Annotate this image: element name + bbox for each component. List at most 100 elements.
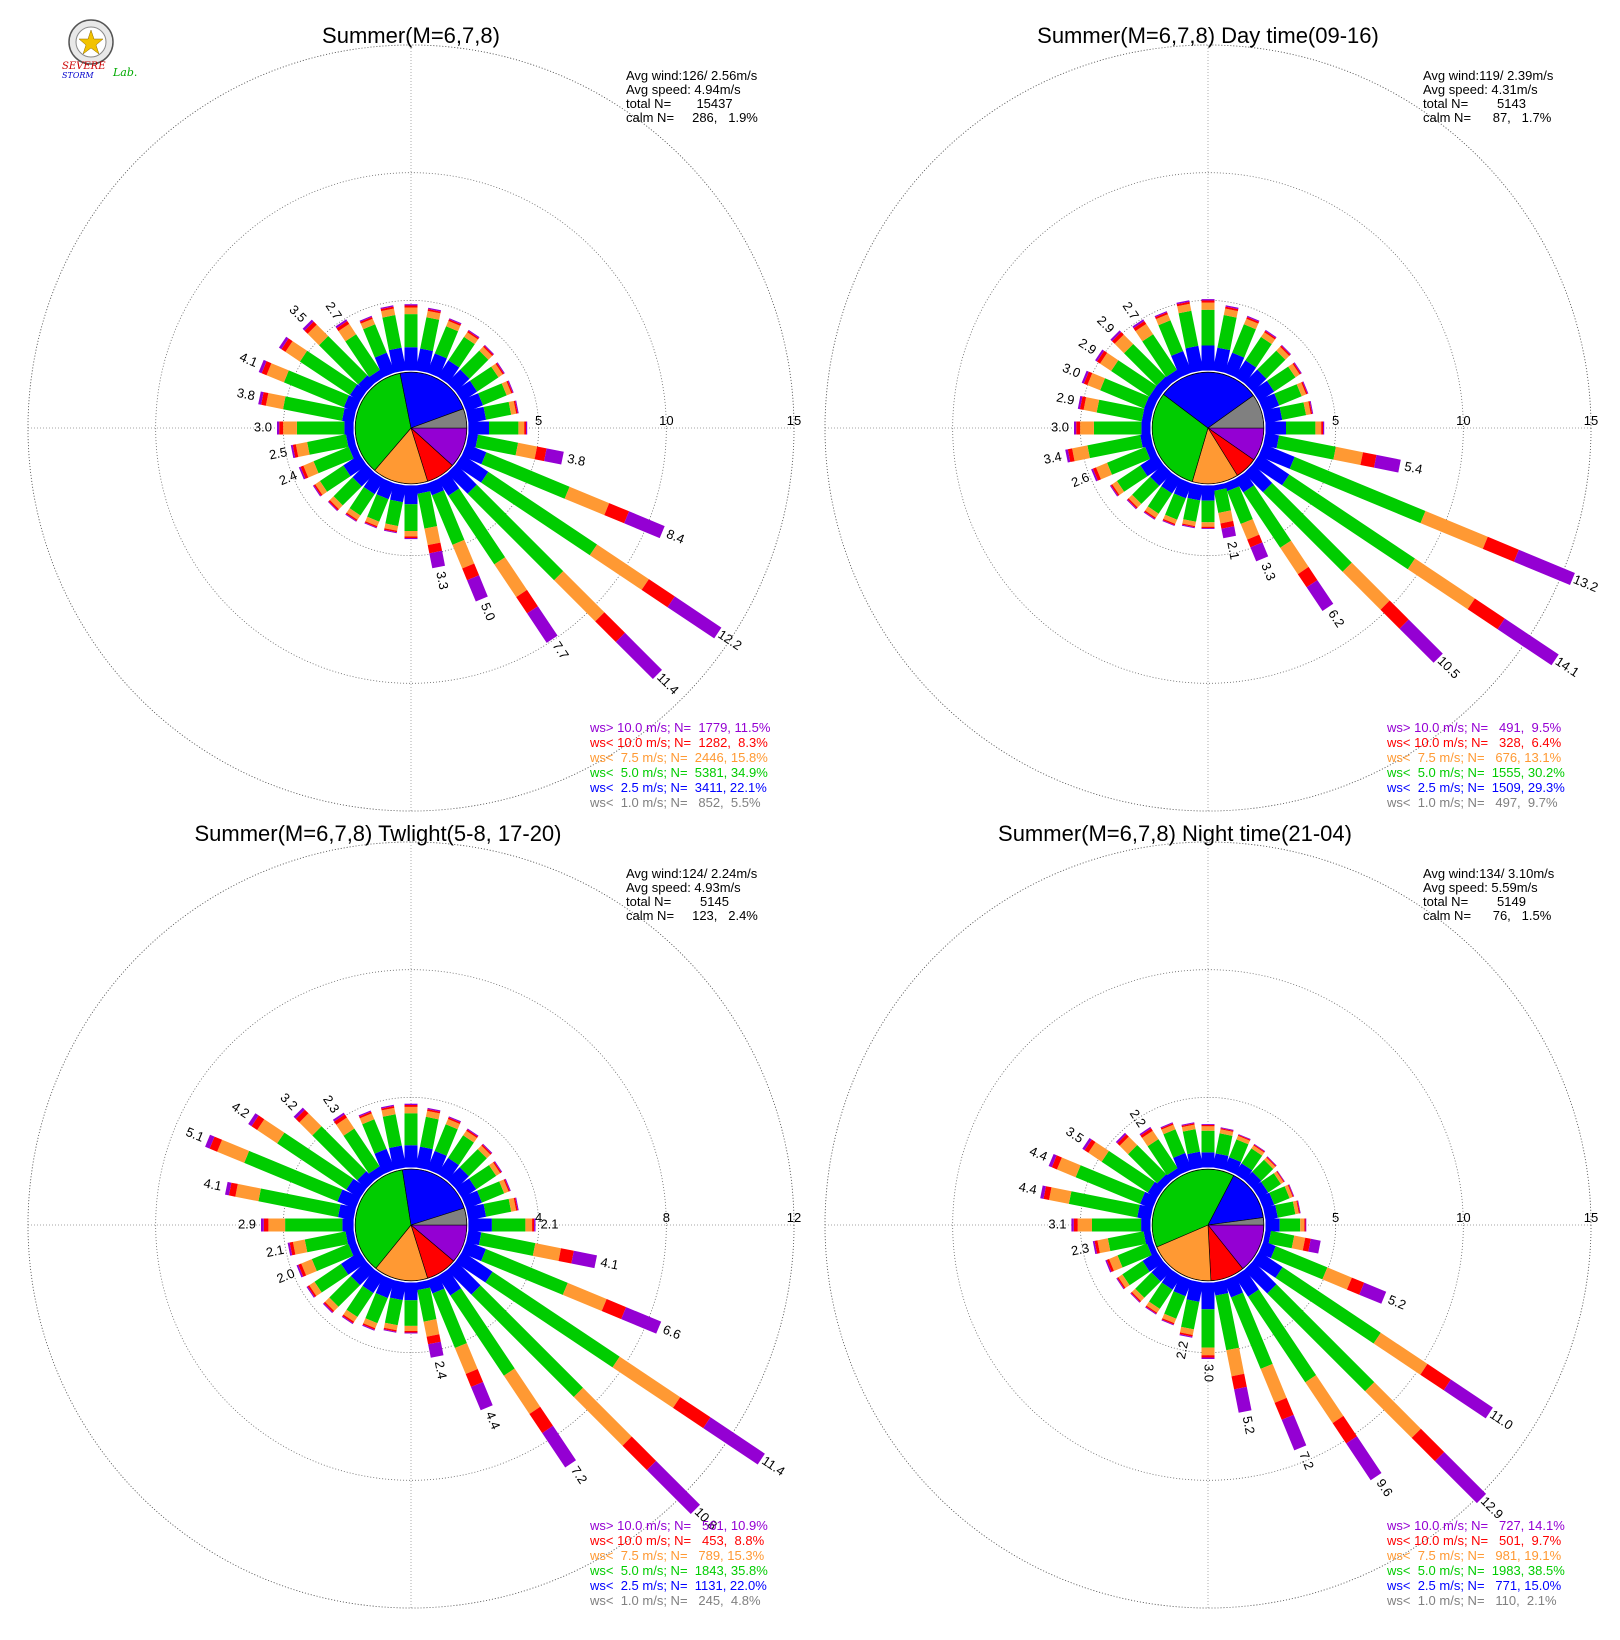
sector-bar-168.75	[415, 1280, 444, 1358]
bar-segment	[461, 1241, 486, 1262]
bar-segment	[465, 1369, 484, 1387]
sector-bar-101.25	[466, 1229, 597, 1269]
bar-segment	[1277, 1170, 1285, 1182]
sector-value-label: 3.4	[1042, 449, 1063, 467]
bar-segment	[1163, 1129, 1186, 1158]
bar-segment	[470, 366, 499, 392]
bar-segment	[1219, 1129, 1234, 1136]
legend-entry: ws< 1.0 m/s; N= 852, 5.5%	[589, 795, 761, 810]
bar-segment	[1161, 1269, 1182, 1290]
bar-segment	[304, 1231, 348, 1253]
sector-bar-112.5	[1258, 1241, 1387, 1304]
bar-segment	[455, 380, 478, 402]
sector-value-label: 3.0	[1202, 1364, 1217, 1382]
bar-segment	[463, 1130, 477, 1143]
bar-segment	[1279, 402, 1307, 420]
bar-segment	[1212, 1280, 1229, 1296]
bar-segment	[1201, 300, 1215, 303]
bar-segment	[338, 1204, 356, 1221]
sector-bar-22.5	[427, 1116, 461, 1175]
bar-segment	[404, 485, 418, 505]
bar-segment	[564, 486, 610, 516]
sector-value-label: 2.2	[1127, 1107, 1150, 1130]
bar-segment	[1074, 421, 1077, 435]
bar-segment	[434, 326, 459, 359]
bar-segment	[1482, 536, 1519, 562]
bar-segment	[1157, 1174, 1172, 1189]
bar-segment	[1244, 1261, 1277, 1294]
sector-bar-180	[404, 1282, 418, 1334]
bar-segment	[359, 315, 372, 322]
bar-segment	[1077, 1218, 1092, 1232]
bar-segment	[1265, 329, 1277, 339]
outer-ring	[824, 44, 1592, 812]
bar-segment	[277, 1132, 354, 1190]
bar-segment	[348, 444, 361, 459]
bar-segment	[285, 1218, 343, 1232]
bar-segment	[1241, 1148, 1263, 1171]
bar-segment	[1231, 1373, 1247, 1390]
bar-segment	[448, 1135, 474, 1166]
bar-segment	[1127, 498, 1138, 509]
bar-segment	[1146, 1241, 1158, 1256]
sector-bar-56.25	[1252, 1170, 1285, 1199]
bar-segment	[1156, 376, 1172, 392]
bar-segment	[1177, 303, 1192, 314]
sector-bar-225	[1130, 1261, 1172, 1303]
bar-segment	[1092, 467, 1101, 481]
bar-segment	[1308, 401, 1313, 415]
bar-segment	[1201, 500, 1215, 523]
bar-segment	[1303, 401, 1311, 416]
bar-segment	[483, 345, 494, 356]
bar-segment	[1164, 1291, 1186, 1319]
bar-segment	[1253, 1144, 1265, 1153]
bar-segment	[1163, 514, 1178, 524]
bar-segment	[1166, 369, 1182, 384]
sector-value-label: 3.0	[1060, 360, 1082, 381]
bar-segment	[1130, 1291, 1142, 1303]
sector-bar-33.75	[437, 329, 480, 384]
bar-segment	[333, 477, 362, 506]
bar-segment	[1288, 1184, 1295, 1197]
bar-segment	[477, 1181, 505, 1203]
bar-segment	[323, 1301, 335, 1313]
bar-segment	[483, 1198, 512, 1217]
sector-value-label: 3.3	[1258, 560, 1279, 582]
bar-segment	[1234, 360, 1257, 384]
pie-slice	[1151, 393, 1209, 482]
legend-entry: ws< 2.5 m/s; N= 771, 15.0%	[1386, 1578, 1562, 1593]
bar-segment	[313, 446, 354, 474]
bar-segment	[329, 496, 343, 510]
sector-bar-213.75	[345, 472, 385, 522]
stats-line: Avg speed: 4.93m/s	[626, 880, 741, 895]
radial-ring	[155, 969, 667, 1481]
bar-segment	[365, 516, 380, 527]
sector-bar-326.25	[1139, 1126, 1182, 1181]
bar-segment	[295, 1109, 309, 1123]
bar-segment	[1257, 350, 1286, 379]
legend-entry: ws< 5.0 m/s; N= 1983, 38.5%	[1386, 1563, 1565, 1578]
sector-bar-315	[1115, 1132, 1172, 1189]
bar-segment	[346, 508, 361, 520]
legend-entry: ws< 7.5 m/s; N= 789, 15.3%	[589, 1548, 765, 1563]
bar-segment	[1252, 1251, 1283, 1278]
bar-segment	[427, 309, 441, 314]
bar-segment	[447, 1261, 481, 1295]
bar-segment	[1247, 315, 1260, 322]
sector-bar-191.25	[383, 1280, 407, 1333]
sector-value-label: 4.4	[1018, 1179, 1039, 1197]
bar-segment	[1137, 1204, 1153, 1221]
stats-line: calm N= 286, 1.9%	[626, 110, 758, 125]
bar-segment	[350, 1261, 375, 1286]
bar-segment	[382, 1114, 402, 1148]
bar-segment	[503, 1368, 541, 1414]
bar-segment	[1140, 1128, 1153, 1138]
bar-segment	[426, 1334, 441, 1345]
bar-segment	[1281, 1414, 1307, 1451]
bar-segment	[1181, 1299, 1200, 1330]
sector-bar-56.25	[455, 1161, 503, 1199]
sector-value-label: 9.6	[1374, 1476, 1397, 1499]
sector-value-label: 3.5	[286, 302, 309, 325]
bar-segment	[506, 380, 513, 394]
bar-segment	[1365, 1382, 1421, 1438]
